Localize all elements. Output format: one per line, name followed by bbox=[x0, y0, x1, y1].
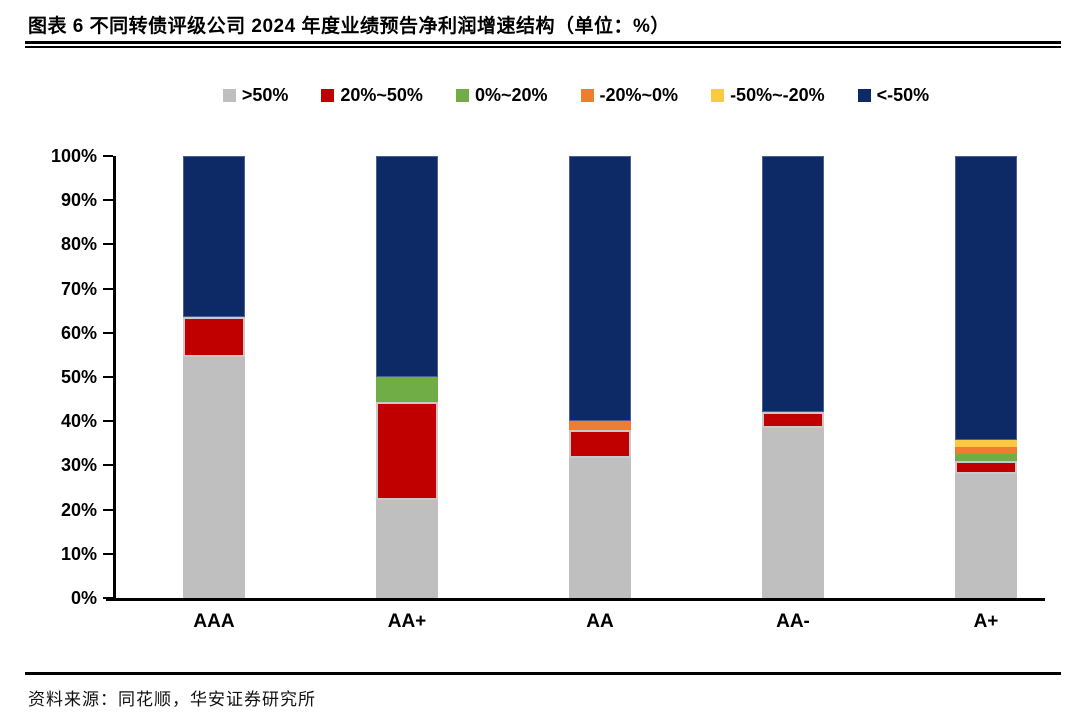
source-note: 资料来源：同花顺，华安证券研究所 bbox=[28, 690, 316, 709]
legend-swatch-icon bbox=[222, 89, 236, 102]
y-tick-label: 40% bbox=[60, 411, 97, 432]
x-tick-label-AA-: AA- bbox=[776, 611, 810, 632]
legend-item: -20%~0% bbox=[580, 85, 679, 106]
y-axis-tick bbox=[103, 464, 113, 467]
figure-title: 图表 6 不同转债评级公司 2024 年度业绩预告净利润增速结构（单位：%） bbox=[28, 16, 670, 37]
bar-AA bbox=[569, 156, 631, 598]
legend-item: >50% bbox=[222, 85, 289, 106]
legend-label: -50%~-20% bbox=[730, 85, 825, 105]
y-axis-tick bbox=[103, 420, 113, 423]
legend-swatch-icon bbox=[711, 89, 725, 102]
bar-segment-AA-<-50% bbox=[569, 156, 631, 421]
y-tick-label: 0% bbox=[70, 588, 97, 608]
y-tick-label: 90% bbox=[60, 190, 97, 211]
legend-item: <-50% bbox=[857, 85, 930, 106]
bar-segment-AA--<-50% bbox=[762, 156, 824, 413]
bar-segment-AA-20%~50% bbox=[569, 429, 631, 459]
x-axis-labels: AAA AA+ AA AA- A+ bbox=[0, 611, 1080, 641]
y-axis-tick bbox=[103, 243, 113, 246]
bar-segment-AA--20%~0% bbox=[569, 420, 631, 430]
x-tick-label-AA: AA bbox=[586, 611, 614, 632]
footer-divider bbox=[25, 672, 1061, 675]
y-tick-label: 30% bbox=[60, 455, 97, 476]
x-tick-label-AA+: AA+ bbox=[387, 611, 427, 632]
bar-segment-AA--20%~50% bbox=[762, 412, 824, 428]
bar-segment-AA+->50% bbox=[376, 499, 438, 598]
y-tick-label: 70% bbox=[60, 278, 97, 299]
legend-swatch-icon bbox=[455, 89, 469, 102]
y-axis-tick bbox=[103, 155, 113, 157]
bar-segment-AAA-20%~50% bbox=[183, 316, 245, 358]
legend-label: <-50% bbox=[876, 85, 930, 105]
legend-label: 20%~50% bbox=[340, 85, 423, 105]
y-axis-tick bbox=[103, 597, 113, 599]
legend-label: >50% bbox=[241, 85, 289, 105]
legend-item: 0%~20% bbox=[455, 85, 548, 106]
legend-label: -20%~0% bbox=[599, 85, 679, 105]
y-tick-label: 10% bbox=[60, 543, 97, 564]
bar-segment-AA+-<-50% bbox=[376, 156, 438, 378]
y-axis-tick bbox=[103, 376, 113, 378]
y-axis-line bbox=[113, 156, 116, 601]
plot-area: 100% 90% 80% 70% 60% 50% 40% 30% 20% 10% 0% bbox=[51, 146, 1045, 608]
y-axis-tick bbox=[103, 552, 113, 555]
y-axis-tick bbox=[103, 287, 113, 290]
y-tick-label: 60% bbox=[60, 322, 97, 343]
bar-segment-A+-0%~20% bbox=[955, 454, 1017, 462]
legend-label: 0%~20% bbox=[474, 85, 548, 105]
bar-segment-A+--50%~-20% bbox=[955, 440, 1017, 448]
y-tick-label: 100% bbox=[50, 146, 97, 166]
bar-AA+ bbox=[376, 156, 438, 598]
bar-segment-AA+-0%~20% bbox=[376, 377, 438, 402]
bar-segment-AA->50% bbox=[569, 458, 631, 598]
x-tick-label-A+: A+ bbox=[973, 611, 999, 632]
y-tick-label: 20% bbox=[60, 499, 97, 520]
y-axis-tick bbox=[103, 508, 113, 511]
title-divider-thick bbox=[25, 41, 1061, 44]
y-axis-tick bbox=[103, 199, 113, 202]
legend-item: 20%~50% bbox=[321, 85, 423, 106]
bar-segment-A+->50% bbox=[955, 473, 1017, 598]
bar-segment-AA-->50% bbox=[762, 427, 824, 598]
bar-segment-AAA->50% bbox=[183, 357, 245, 598]
legend-swatch-icon bbox=[580, 89, 594, 102]
x-axis-line bbox=[106, 598, 1045, 601]
title-divider-thin bbox=[25, 46, 1061, 48]
bar-A+ bbox=[955, 156, 1017, 598]
bar-segment-A+-20%~50% bbox=[955, 461, 1017, 474]
bar-segment-AA+-20%~50% bbox=[376, 401, 438, 500]
bar-segment-AAA-<-50% bbox=[183, 156, 245, 317]
legend-item: -50%~-20% bbox=[711, 85, 825, 106]
legend-swatch-icon bbox=[857, 89, 871, 102]
legend-swatch-icon bbox=[321, 89, 335, 102]
y-tick-label: 80% bbox=[60, 234, 97, 255]
y-tick-label: 50% bbox=[60, 367, 97, 387]
bar-segment-A+-<-50% bbox=[955, 156, 1017, 441]
bar-AAA bbox=[183, 156, 245, 598]
x-tick-label-AAA: AAA bbox=[193, 611, 235, 632]
bar-AA- bbox=[762, 156, 824, 598]
legend: >50% 20%~50% 0%~20% -20%~0% -50%~-20% <-50% bbox=[0, 85, 1080, 106]
y-axis-tick bbox=[103, 331, 113, 334]
bar-segment-A+--20%~0% bbox=[955, 447, 1017, 455]
